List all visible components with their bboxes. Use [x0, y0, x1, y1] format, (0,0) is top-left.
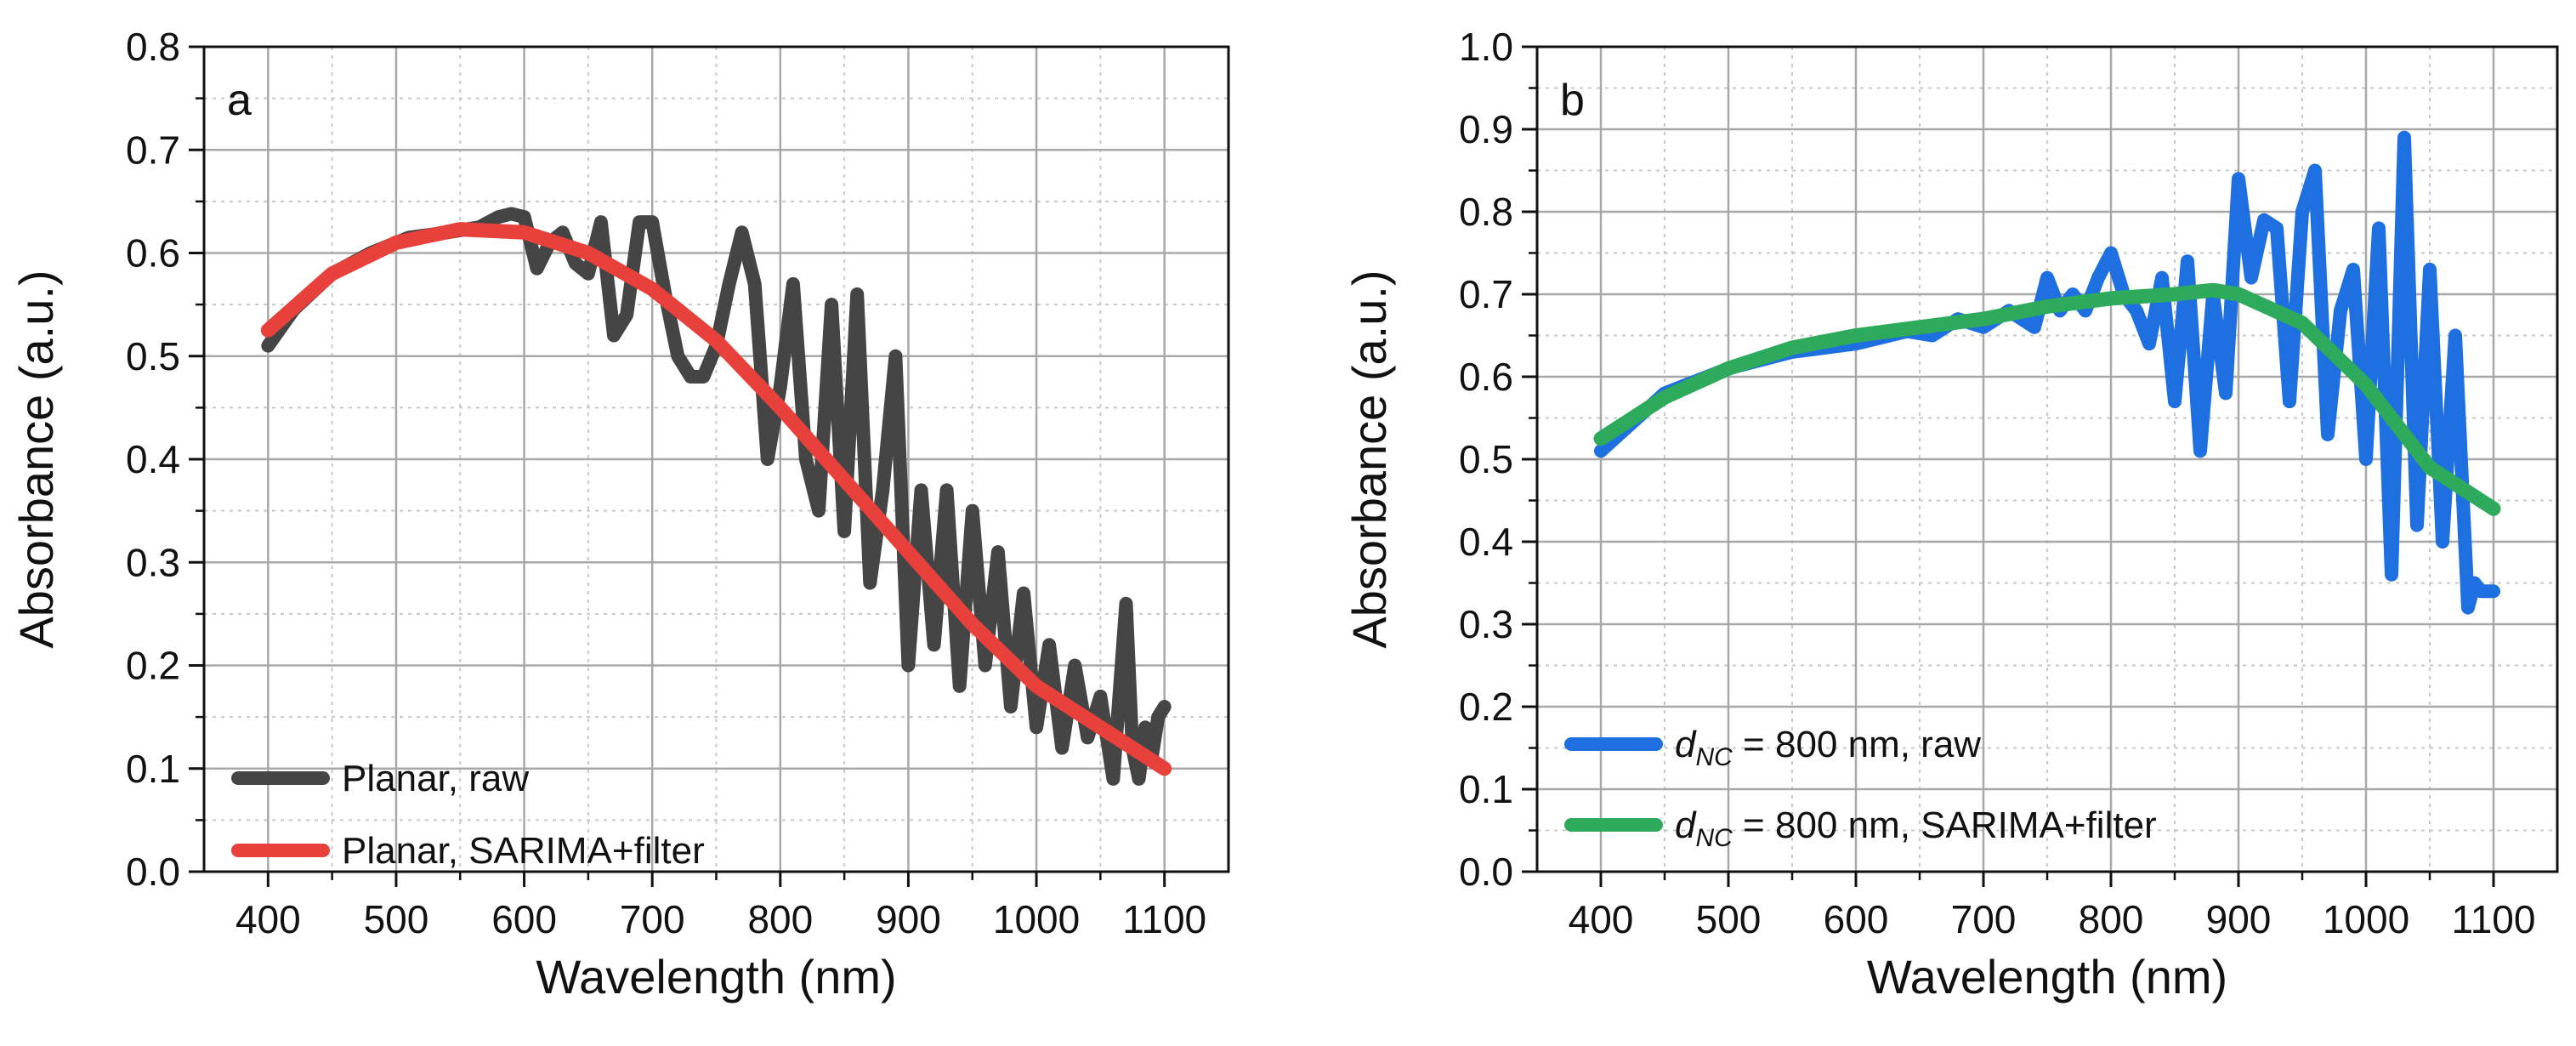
x-tick-label: 1000 [993, 897, 1080, 941]
y-tick-label: 0.1 [1459, 767, 1513, 811]
series-line-sarima-filter [260, 222, 1172, 776]
y-tick-label: 0.2 [1459, 685, 1513, 729]
y-axis-title: Absorbance (a.u.) [1342, 270, 1396, 648]
y-axis: 0.0 0.1 0.2 0.3 0.4 0.5 0.6 0.7 0.8 0.9 1.0 [1459, 25, 1537, 894]
y-tick-label: 0.7 [126, 128, 180, 172]
panel-letter: b [1560, 76, 1585, 125]
x-tick-label: 600 [1824, 897, 1889, 941]
x-tick-label: 400 [235, 897, 301, 941]
y-tick-label: 0.6 [126, 231, 180, 276]
x-tick-label: 1000 [2323, 897, 2409, 941]
y-tick-label: 0.2 [126, 644, 180, 688]
legend: dNC = 800 nm, raw dNC = 800 nm, SARIMA+fi… [1564, 724, 2157, 852]
x-tick-label: 900 [876, 897, 941, 941]
x-tick-label: 1100 [1122, 897, 1206, 941]
grid [204, 45, 1228, 873]
panel-letter: a [227, 76, 252, 125]
y-tick-label: 0.9 [1459, 107, 1513, 151]
x-tick-label: 500 [1696, 897, 1762, 941]
series-line-sarima-filter [1593, 282, 2501, 516]
x-tick-label: 800 [747, 897, 813, 941]
legend-item-raw: Planar, raw [231, 758, 529, 799]
y-tick-label: 0.0 [1459, 850, 1513, 894]
x-tick-label: 400 [1569, 897, 1634, 941]
panel-b: 400 500 600 700 800 900 1000 11000.00.10.20.30.… [1342, 25, 2559, 1003]
y-tick-label: 0.3 [126, 540, 180, 584]
y-tick-label: 0.5 [1459, 437, 1513, 481]
legend: Planar, raw Planar, SARIMA+filter [231, 758, 705, 872]
legend-label: dNC = 800 nm, raw [1675, 724, 1981, 771]
x-axis: 400 500 600 700 800 900 1000 1100 [1569, 872, 2536, 941]
series-line-raw [261, 207, 1172, 786]
x-tick-label: 700 [1951, 897, 2017, 941]
y-tick-label: 0.7 [1459, 272, 1513, 316]
y-tick-label: 0.3 [1459, 602, 1513, 646]
x-tick-label: 800 [2079, 897, 2144, 941]
x-axis-title: Wavelength (nm) [1867, 950, 2227, 1003]
y-tick-label: 0.8 [1459, 190, 1513, 234]
x-tick-label: 700 [620, 897, 685, 941]
x-tick-label: 900 [2206, 897, 2272, 941]
x-tick-label: 500 [364, 897, 429, 941]
y-tick-label: 0.0 [126, 850, 180, 894]
y-tick-label: 0.4 [126, 437, 180, 481]
y-tick-label: 0.5 [126, 334, 180, 378]
y-tick-label: 0.1 [126, 747, 180, 791]
x-axis: 400 500 600 700 800 900 1000 1100 [235, 872, 1206, 941]
legend-label: dNC = 800 nm, SARIMA+filter [1675, 804, 2157, 852]
panel-a: 400 500 600 700 800 900 1000 11000.00.10.20.30.… [9, 25, 1230, 1003]
x-axis-title: Wavelength (nm) [536, 950, 896, 1003]
legend-item-sarima-filter: dNC = 800 nm, SARIMA+filter [1564, 804, 2157, 852]
y-tick-label: 0.8 [126, 25, 180, 69]
legend-item-sarima-filter: Planar, SARIMA+filter [231, 830, 705, 872]
legend-label: Planar, SARIMA+filter [342, 830, 705, 872]
y-tick-label: 1.0 [1459, 25, 1513, 69]
x-tick-label: 1100 [2452, 897, 2536, 941]
y-tick-label: 0.4 [1459, 520, 1513, 564]
legend-item-raw: dNC = 800 nm, raw [1564, 724, 1981, 771]
y-axis: 0.0 0.1 0.2 0.3 0.4 0.5 0.6 0.7 0.8 [126, 25, 204, 894]
y-tick-label: 0.6 [1459, 355, 1513, 399]
legend-label: Planar, raw [342, 758, 529, 799]
y-axis-title: Absorbance (a.u.) [9, 270, 63, 648]
x-tick-label: 600 [491, 897, 557, 941]
